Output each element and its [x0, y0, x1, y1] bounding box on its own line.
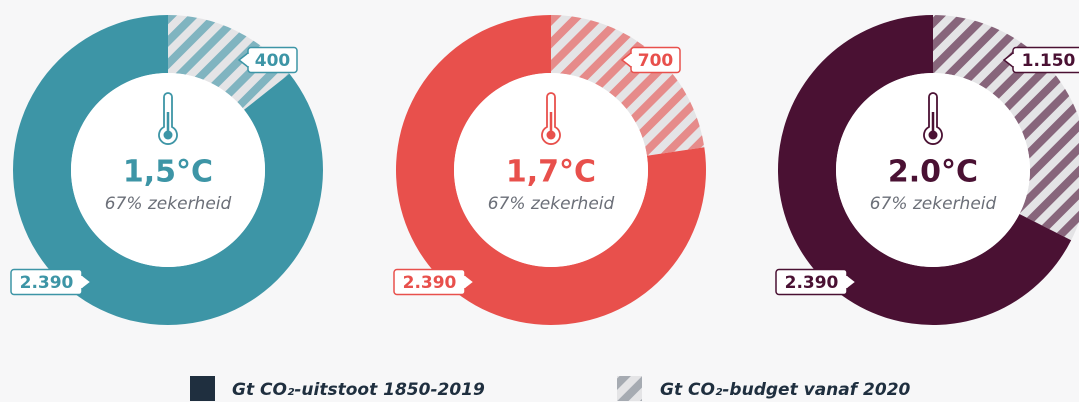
- donut-hole: [454, 73, 648, 267]
- data-label: 400: [255, 51, 291, 71]
- value-label-box: 700: [620, 46, 681, 74]
- label-pointer: [846, 274, 858, 290]
- value-label-box: 2.390: [10, 268, 93, 296]
- chart-subtitle: 67% zekerheid: [488, 194, 615, 214]
- label-pointer: [237, 52, 249, 68]
- donut-segment: [395, 14, 706, 325]
- thermometer-bulb: [546, 130, 556, 140]
- thermometer-bulb: [928, 130, 938, 140]
- value-label-box: 400: [237, 46, 298, 74]
- value-label-box: 2.390: [775, 268, 858, 296]
- data-label: 2.390: [20, 273, 74, 293]
- donut-segment: [551, 15, 705, 156]
- thermometer-icon: [923, 92, 943, 145]
- chart-title: 1,7°C: [506, 155, 596, 190]
- data-label: 2.390: [785, 273, 839, 293]
- label-pointer: [464, 274, 476, 290]
- donut-hole: [71, 73, 265, 267]
- thermometer-bulb: [163, 130, 173, 140]
- label-pointer: [1002, 52, 1014, 68]
- chart-title: 1,5°C: [123, 155, 213, 190]
- legend-swatch: [190, 376, 215, 401]
- legend-label: Gt CO₂-budget vanaf 2020: [660, 380, 911, 400]
- chart-title: 2.0°C: [888, 155, 978, 190]
- data-label: 2.390: [403, 273, 457, 293]
- value-label-box: 1.150: [1002, 46, 1079, 74]
- donut-segment: [12, 15, 323, 325]
- donut-segment: [168, 15, 290, 110]
- value-label-box: 2.390: [393, 268, 476, 296]
- thermometer-icon: [158, 92, 178, 145]
- label-pointer: [81, 274, 93, 290]
- chart-subtitle: 67% zekerheid: [870, 194, 997, 214]
- legend-swatch: [617, 376, 642, 401]
- donut-segment: [778, 15, 1072, 325]
- thermometer-icon: [541, 92, 561, 145]
- donut-hole: [836, 73, 1030, 267]
- data-label: 700: [638, 51, 674, 71]
- legend-label: Gt CO₂-uitstoot 1850-2019: [232, 380, 485, 400]
- data-label: 1.150: [1022, 51, 1076, 71]
- chart-subtitle: 67% zekerheid: [105, 194, 232, 214]
- label-pointer: [620, 52, 632, 68]
